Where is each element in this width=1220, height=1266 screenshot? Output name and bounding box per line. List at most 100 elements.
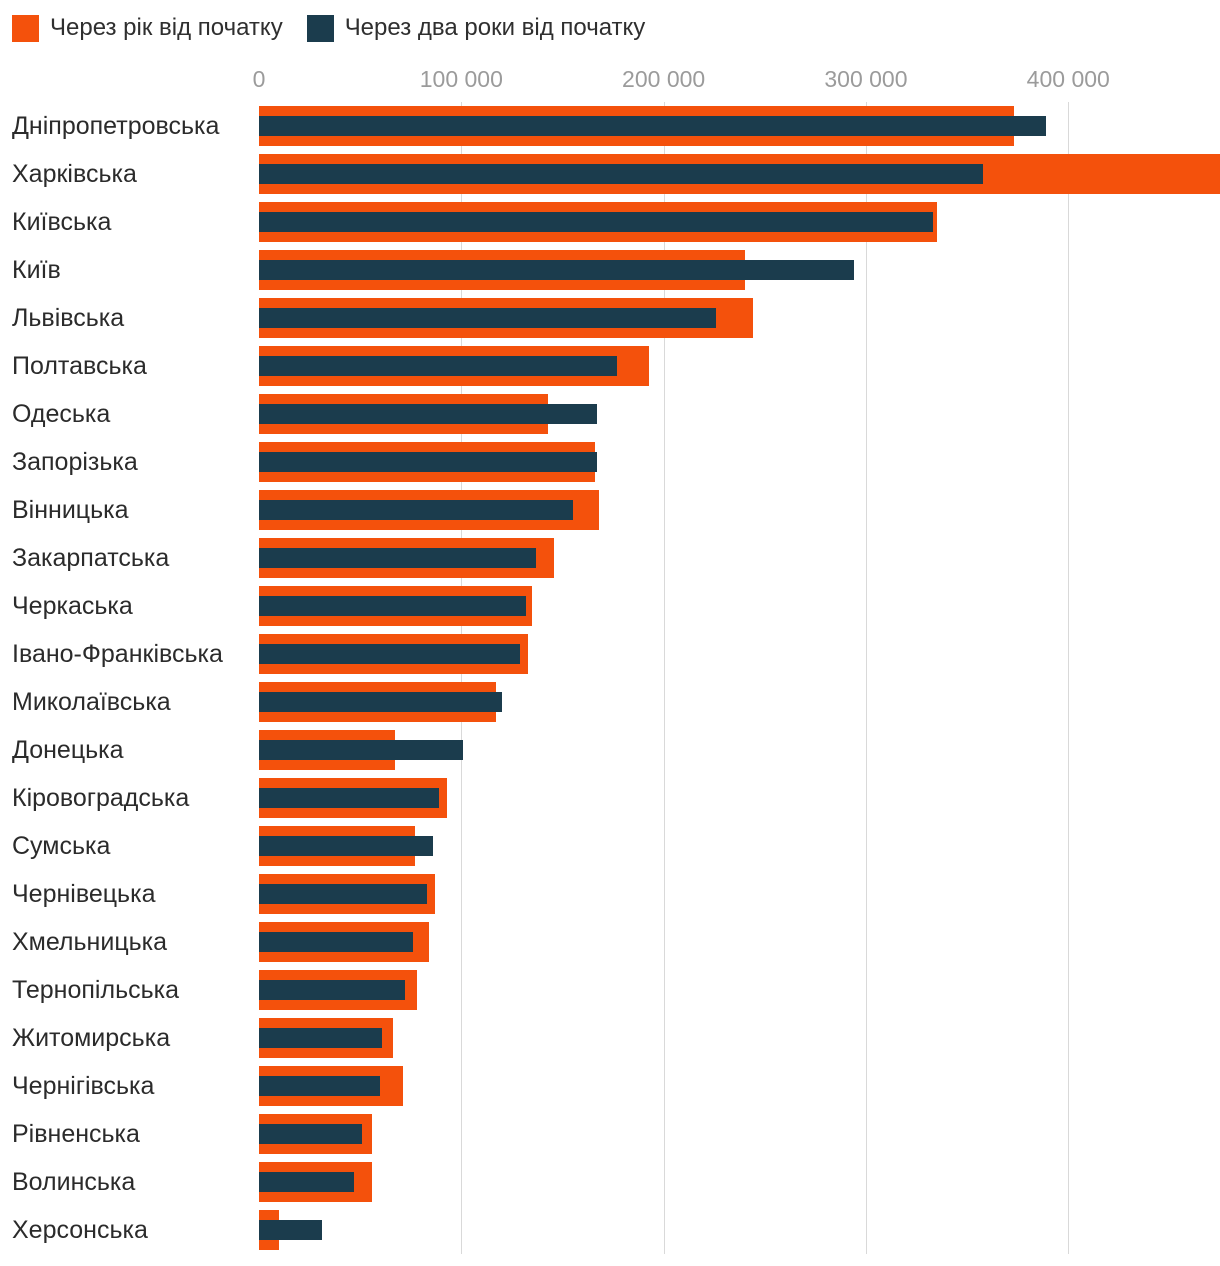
- bar-row: Одеська: [0, 390, 1220, 438]
- bar-row: Тернопільська: [0, 966, 1220, 1014]
- bar-year2: [259, 980, 405, 1000]
- bar-row: Київ: [0, 246, 1220, 294]
- category-label: Херсонська: [12, 1215, 148, 1244]
- category-label: Львівська: [12, 303, 125, 332]
- bar-year2: [259, 1028, 383, 1048]
- bar-cell: [259, 1158, 1220, 1206]
- category-label: Чернігівська: [12, 1071, 155, 1100]
- category-label: Запорізька: [12, 447, 138, 476]
- bar-cell: [259, 486, 1220, 534]
- bar-cell: [259, 534, 1220, 582]
- bar-year2: [259, 1172, 355, 1192]
- bar-year2: [259, 308, 717, 328]
- category-label: Тернопільська: [12, 975, 180, 1004]
- bar-cell: [259, 150, 1220, 198]
- category-label: Хмельницька: [12, 927, 168, 956]
- category-label: Кіровоградська: [12, 783, 190, 812]
- legend-swatch-year1: [12, 14, 39, 42]
- legend: Через рік від початку Через два роки від…: [0, 0, 1220, 42]
- category-label: Донецька: [12, 735, 124, 764]
- bar-year2: [259, 788, 440, 808]
- bar-row: Харківська: [0, 150, 1220, 198]
- x-axis-tick: 300 000: [824, 66, 908, 92]
- bar-cell: [259, 726, 1220, 774]
- bar-year2: [259, 836, 433, 856]
- bar-year2: [259, 500, 573, 520]
- bar-year2: [259, 1076, 381, 1096]
- bar-rows: Дніпропетровська Харківська Київська Київ Ль…: [0, 102, 1220, 1254]
- bar-cell: [259, 774, 1220, 822]
- legend-label-year1: Через рік від початку: [50, 14, 283, 41]
- bar-cell: [259, 678, 1220, 726]
- category-label: Житомирська: [12, 1023, 171, 1052]
- bar-cell: [259, 102, 1220, 150]
- bar-row: Дніпропетровська: [0, 102, 1220, 150]
- gridline: [865, 102, 867, 1254]
- bar-year2: [259, 116, 1046, 136]
- bar-cell: [259, 1014, 1220, 1062]
- bar-row: Вінницька: [0, 486, 1220, 534]
- bar-year2: [259, 932, 413, 952]
- legend-item-year2: Через два роки від початку: [306, 14, 646, 42]
- category-label: Київська: [12, 207, 112, 236]
- category-label: Вінницька: [12, 495, 129, 524]
- category-label: Дніпропетровська: [12, 111, 220, 140]
- category-label: Одеська: [12, 399, 111, 428]
- bar-year2: [259, 1220, 322, 1240]
- bar-cell: [259, 582, 1220, 630]
- bar-cell: [259, 630, 1220, 678]
- bar-year2: [259, 1124, 363, 1144]
- bar-row: Черкаська: [0, 582, 1220, 630]
- bar-cell: [259, 246, 1220, 294]
- legend-swatch-year2: [306, 14, 334, 42]
- bar-row: Івано-Франківська: [0, 630, 1220, 678]
- category-label: Полтавська: [12, 351, 147, 380]
- legend-label-year2: Через два роки від початку: [344, 14, 646, 41]
- bar-cell: [259, 966, 1220, 1014]
- bar-year2: [259, 212, 933, 232]
- category-label: Сумська: [12, 831, 111, 860]
- bar-cell: [259, 294, 1220, 342]
- bar-row: Запорізька: [0, 438, 1220, 486]
- bar-year2: [259, 452, 597, 472]
- gridline: [663, 102, 665, 1254]
- category-label: Миколаївська: [12, 687, 171, 716]
- bar-row: Львівська: [0, 294, 1220, 342]
- category-label: Івано-Франківська: [12, 639, 223, 668]
- bar-row: Миколаївська: [0, 678, 1220, 726]
- bar-year2: [259, 692, 502, 712]
- bar-row: Волинська: [0, 1158, 1220, 1206]
- x-axis: 0 100 000 200 000 300 000 400 000: [253, 66, 1220, 94]
- bar-year2: [259, 404, 597, 424]
- category-label: Чернівецька: [12, 879, 156, 908]
- category-label: Київ: [12, 255, 61, 284]
- bar-year2: [259, 740, 464, 760]
- bar-cell: [259, 1062, 1220, 1110]
- x-axis-tick: 100 000: [419, 66, 503, 92]
- bar-cell: [259, 198, 1220, 246]
- plot-area: Дніпропетровська Харківська Київська Київ Ль…: [0, 102, 1220, 1254]
- bar-year2: [259, 596, 527, 616]
- bar-cell: [259, 438, 1220, 486]
- bar-row: Чернігівська: [0, 1062, 1220, 1110]
- bar-row: Чернівецька: [0, 870, 1220, 918]
- bar-cell: [259, 390, 1220, 438]
- bar-cell: [259, 870, 1220, 918]
- chart-area: 0 100 000 200 000 300 000 400 000 Дніпропетр…: [0, 66, 1220, 1254]
- bar-row: Хмельницька: [0, 918, 1220, 966]
- legend-item-year1: Через рік від початку: [12, 14, 283, 42]
- category-label: Закарпатська: [12, 543, 170, 572]
- bar-row: Полтавська: [0, 342, 1220, 390]
- bar-row: Херсонська: [0, 1206, 1220, 1254]
- category-label: Волинська: [12, 1167, 136, 1196]
- bar-row: Київська: [0, 198, 1220, 246]
- bar-year2: [259, 260, 854, 280]
- bar-year2: [259, 164, 984, 184]
- bar-row: Закарпатська: [0, 534, 1220, 582]
- bar-year2: [259, 356, 618, 376]
- x-axis-tick: 200 000: [622, 66, 706, 92]
- bar-year2: [259, 644, 520, 664]
- bar-row: Рівненська: [0, 1110, 1220, 1158]
- bar-row: Донецька: [0, 726, 1220, 774]
